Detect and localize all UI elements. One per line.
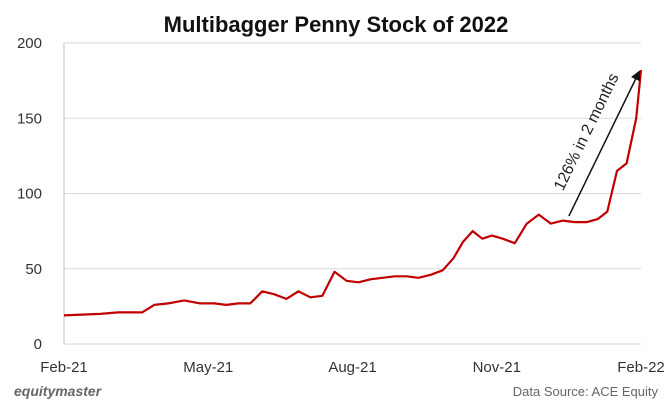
axes: 0 50 100 150 200 Feb-21 May-21 Aug-21 Nov-21 Feb-… — [17, 35, 665, 376]
y-tick-label: 0 — [34, 336, 42, 353]
x-tick-label: Feb-22 — [617, 359, 665, 376]
brand-logo: equitymaster — [14, 383, 103, 399]
series-layer — [63, 69, 643, 317]
y-tick-label: 100 — [17, 186, 42, 203]
data-source: Data Source: ACE Equity — [513, 384, 659, 399]
y-tick-label: 50 — [25, 261, 42, 278]
series-line — [63, 69, 643, 317]
gridlines — [64, 42, 641, 345]
x-tick-label: Aug-21 — [328, 359, 376, 376]
chart-title: Multibagger Penny Stock of 2022 — [164, 12, 509, 37]
x-tick-label: May-21 — [183, 359, 233, 376]
x-tick-label: Feb-21 — [40, 359, 88, 376]
x-tick-label: Nov-21 — [473, 359, 521, 376]
annotation: 126% in 2 months — [551, 70, 640, 217]
annotation-label: 126% in 2 months — [551, 71, 622, 194]
y-tick-label: 150 — [17, 110, 42, 127]
y-tick-label: 200 — [17, 35, 42, 52]
annotation-arrow — [568, 70, 640, 217]
